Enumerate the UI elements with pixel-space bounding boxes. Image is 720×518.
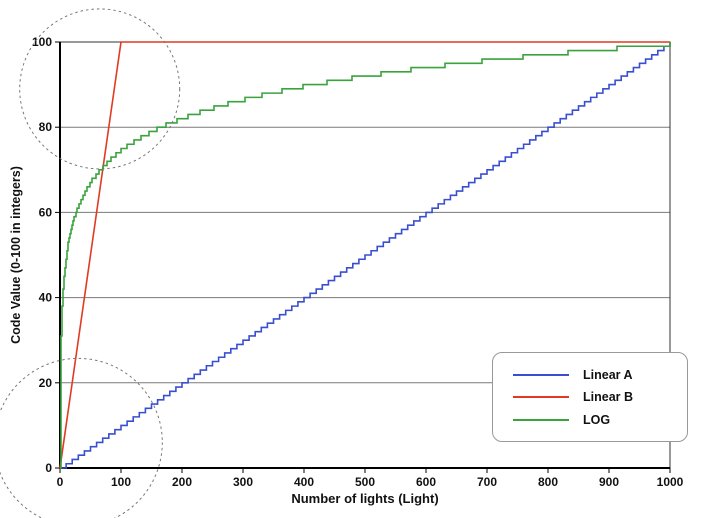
tick-label: 40 — [39, 291, 53, 305]
legend-item-linear-a: Linear A — [513, 368, 687, 382]
tick-label: 400 — [294, 475, 314, 489]
legend-label-log: LOG — [583, 412, 611, 427]
annotation-dashed-circle-1 — [19, 8, 181, 170]
tick-label: 60 — [39, 205, 53, 219]
tick-label: 0 — [57, 475, 64, 489]
legend-line-log — [513, 418, 569, 421]
series-linear-a — [60, 42, 671, 469]
tick-label: 300 — [233, 475, 253, 489]
legend-item-log: LOG — [513, 413, 687, 427]
legend: Linear A Linear B LOG — [492, 352, 688, 442]
tick-label: 900 — [599, 475, 619, 489]
series-log — [60, 42, 671, 469]
tick-label: 80 — [39, 120, 53, 134]
y-axis-title: Code Value (0-100 in integers) — [9, 166, 23, 344]
tick-label: 20 — [39, 376, 53, 390]
legend-item-linear-b: Linear B — [513, 390, 687, 404]
legend-label-linear-a: Linear A — [583, 367, 633, 382]
tick-label: 500 — [355, 475, 375, 489]
tick-label: 100 — [111, 475, 131, 489]
tick-label: 700 — [477, 475, 497, 489]
tick-label: 1000 — [657, 475, 684, 489]
tick-label: 600 — [416, 475, 436, 489]
tick-label: 0 — [45, 461, 52, 475]
legend-label-linear-b: Linear B — [583, 390, 634, 404]
tick-label: 200 — [172, 475, 192, 489]
series-linear-b — [59, 41, 670, 469]
legend-line-linear-a — [513, 373, 569, 376]
legend-line-linear-b — [513, 396, 569, 398]
tick-label: 100 — [32, 35, 52, 49]
tick-label: 800 — [538, 475, 558, 489]
x-axis-title: Number of lights (Light) — [291, 491, 439, 506]
